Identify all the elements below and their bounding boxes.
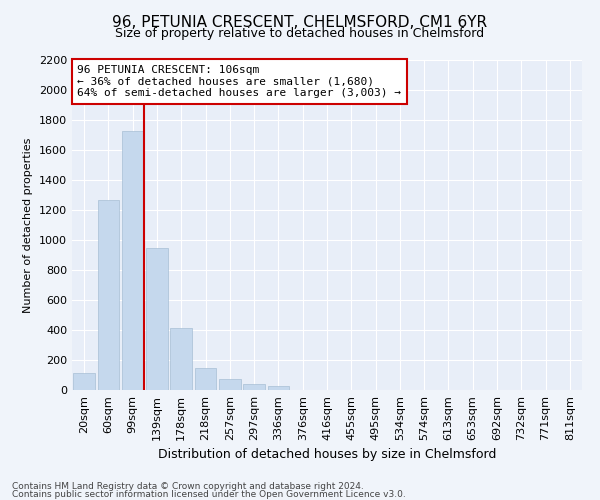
Bar	[122, 130, 143, 390]
Bar	[268, 386, 289, 390]
Y-axis label: Number of detached properties: Number of detached properties	[23, 138, 34, 312]
Bar	[97, 200, 119, 390]
Bar	[170, 328, 192, 390]
Bar	[219, 379, 241, 390]
Bar	[146, 248, 168, 390]
Text: Size of property relative to detached houses in Chelmsford: Size of property relative to detached ho…	[115, 28, 485, 40]
Text: 96 PETUNIA CRESCENT: 106sqm
← 36% of detached houses are smaller (1,680)
64% of : 96 PETUNIA CRESCENT: 106sqm ← 36% of det…	[77, 65, 401, 98]
X-axis label: Distribution of detached houses by size in Chelmsford: Distribution of detached houses by size …	[158, 448, 496, 462]
Bar	[243, 384, 265, 390]
Text: Contains public sector information licensed under the Open Government Licence v3: Contains public sector information licen…	[12, 490, 406, 499]
Text: 96, PETUNIA CRESCENT, CHELMSFORD, CM1 6YR: 96, PETUNIA CRESCENT, CHELMSFORD, CM1 6Y…	[112, 15, 488, 30]
Text: Contains HM Land Registry data © Crown copyright and database right 2024.: Contains HM Land Registry data © Crown c…	[12, 482, 364, 491]
Bar	[73, 373, 95, 390]
Bar	[194, 368, 217, 390]
